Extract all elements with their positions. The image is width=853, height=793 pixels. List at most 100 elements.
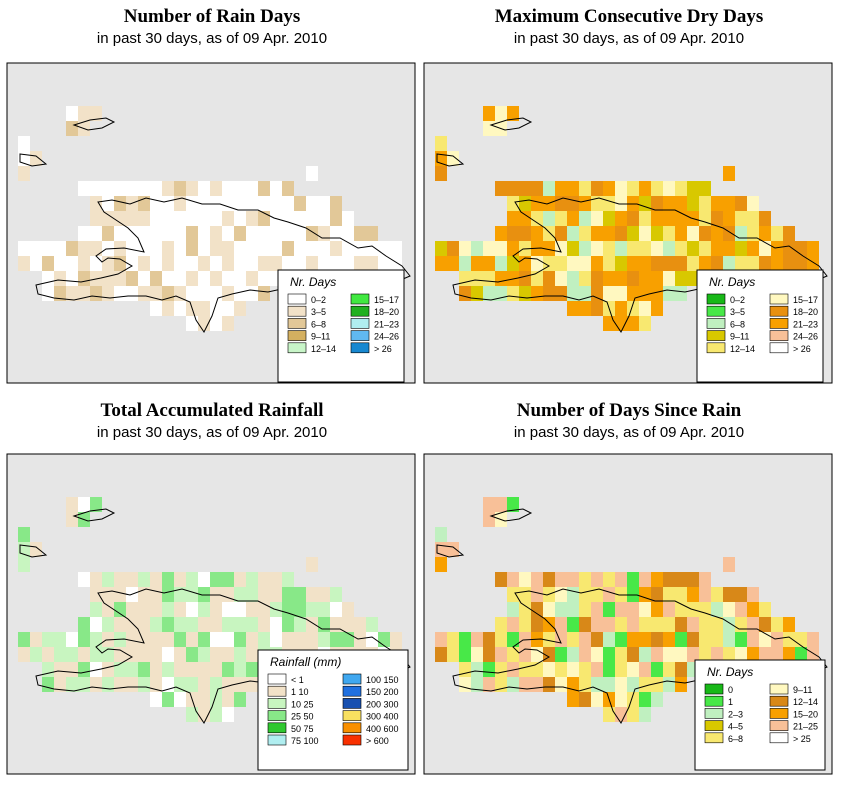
grid-cell bbox=[495, 632, 507, 647]
grid-cell bbox=[483, 106, 495, 121]
grid-cell bbox=[543, 662, 555, 677]
grid-cell bbox=[150, 196, 162, 211]
grid-cell bbox=[390, 241, 402, 256]
grid-cell bbox=[162, 256, 174, 271]
grid-cell bbox=[663, 632, 675, 647]
grid-cell bbox=[759, 602, 771, 617]
legend-swatch bbox=[350, 293, 370, 305]
grid-cell bbox=[90, 587, 102, 602]
grid-cell bbox=[102, 226, 114, 241]
grid-cell bbox=[150, 587, 162, 602]
grid-cell bbox=[174, 301, 186, 316]
grid-cell bbox=[210, 647, 222, 662]
grid-cell bbox=[246, 617, 258, 632]
grid-cell bbox=[687, 632, 699, 647]
grid-cell bbox=[723, 587, 735, 602]
hispaniola-outline bbox=[452, 588, 828, 724]
grid-cell bbox=[222, 692, 234, 707]
grid-cell bbox=[114, 196, 126, 211]
grid-cell bbox=[246, 647, 258, 662]
grid-cell bbox=[54, 647, 66, 662]
grid-cell bbox=[66, 677, 78, 692]
grid-cell bbox=[210, 617, 222, 632]
islet-outline bbox=[489, 508, 533, 522]
grid-cell bbox=[138, 286, 150, 301]
grid-cell bbox=[90, 677, 102, 692]
grid-cell bbox=[66, 497, 78, 512]
grid-cell bbox=[615, 632, 627, 647]
grid-cell bbox=[579, 647, 591, 662]
grid-cell bbox=[258, 181, 270, 196]
grid-cell bbox=[663, 226, 675, 241]
grid-cell bbox=[90, 647, 102, 662]
grid-cell bbox=[246, 181, 258, 196]
grid-cell bbox=[378, 241, 390, 256]
grid-cell bbox=[222, 196, 234, 211]
legend-swatch bbox=[704, 732, 724, 744]
grid-cell bbox=[270, 226, 282, 241]
grid-cell bbox=[138, 617, 150, 632]
grid-cell bbox=[162, 271, 174, 286]
grid-cell bbox=[711, 256, 723, 271]
grid-cell bbox=[639, 677, 651, 692]
grid-cell bbox=[390, 632, 402, 647]
grid-cell bbox=[519, 286, 531, 301]
grid-cell bbox=[102, 677, 114, 692]
grid-cell bbox=[90, 181, 102, 196]
legend-swatch bbox=[267, 710, 287, 721]
grid-cell bbox=[294, 241, 306, 256]
grid-cell bbox=[366, 256, 378, 271]
grid-cell bbox=[543, 241, 555, 256]
grid-cell bbox=[30, 632, 42, 647]
grid-cell bbox=[471, 256, 483, 271]
grid-cell bbox=[471, 271, 483, 286]
grid-cell bbox=[507, 211, 519, 226]
grid-cell bbox=[342, 256, 354, 271]
grid-cell bbox=[258, 572, 270, 587]
grid-cell bbox=[531, 677, 543, 692]
map-legend: Nr. Days 0 1 2–3 4–5 6–8 9–11 12–14 15–20 21–25 > … bbox=[694, 659, 826, 771]
grid-cell bbox=[318, 196, 330, 211]
grid-cell bbox=[435, 527, 447, 542]
grid-cell bbox=[210, 707, 222, 722]
legend-swatch bbox=[704, 683, 724, 695]
grid-cell bbox=[366, 617, 378, 632]
grid-cell bbox=[591, 256, 603, 271]
legend-label: 18–20 bbox=[793, 307, 818, 317]
grid-cell bbox=[318, 632, 330, 647]
grid-cell bbox=[282, 211, 294, 226]
grid-cell bbox=[54, 677, 66, 692]
grid-cell bbox=[507, 181, 519, 196]
grid-cell bbox=[615, 677, 627, 692]
grid-cell bbox=[198, 572, 210, 587]
grid-cell bbox=[102, 196, 114, 211]
grid-cell bbox=[138, 677, 150, 692]
grid-cell bbox=[735, 256, 747, 271]
map-title: Maximum Consecutive Dry Days bbox=[494, 6, 764, 27]
grid-cell bbox=[234, 181, 246, 196]
grid-cell bbox=[102, 271, 114, 286]
legend-swatch bbox=[350, 330, 370, 341]
grid-cell bbox=[735, 632, 747, 647]
grid-cell bbox=[615, 271, 627, 286]
grid-cell bbox=[639, 707, 651, 722]
grid-cell bbox=[495, 497, 507, 512]
grid-cell bbox=[54, 256, 66, 271]
grid-cell bbox=[246, 241, 258, 256]
grid-cell bbox=[198, 662, 210, 677]
grid-cell bbox=[591, 617, 603, 632]
grid-cell bbox=[495, 647, 507, 662]
grid-cell bbox=[531, 662, 543, 677]
grid-cell bbox=[54, 286, 66, 301]
grid-cell bbox=[675, 632, 687, 647]
map-subtitle: in past 30 days, as of 09 Apr. 2010 bbox=[96, 424, 328, 441]
grid-cell bbox=[591, 286, 603, 301]
legend-label: 25 50 bbox=[291, 712, 314, 722]
grid-cell bbox=[603, 241, 615, 256]
legend-swatch bbox=[706, 293, 726, 305]
legend-label: 400 600 bbox=[366, 724, 399, 734]
grid-cell bbox=[531, 587, 543, 602]
grid-cell bbox=[138, 271, 150, 286]
grid-cell bbox=[42, 241, 54, 256]
grid-cell bbox=[579, 241, 591, 256]
